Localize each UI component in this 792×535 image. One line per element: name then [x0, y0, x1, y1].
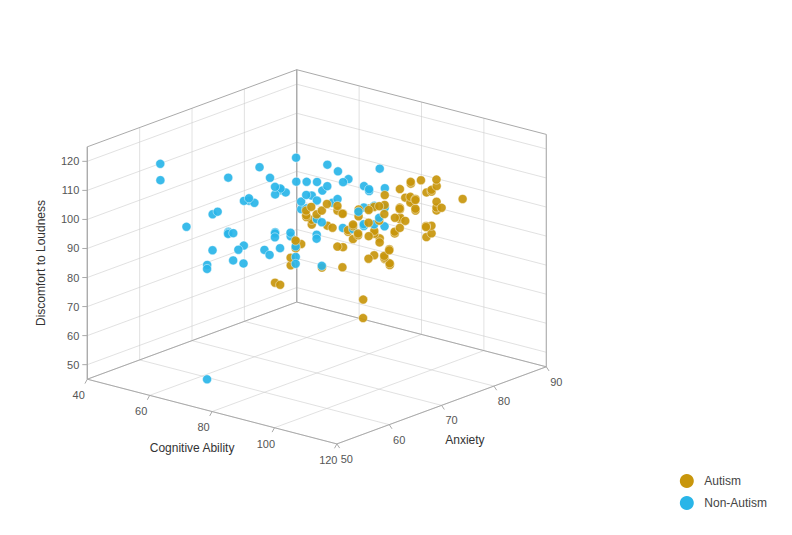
svg-text:60: 60: [67, 330, 79, 342]
svg-text:80: 80: [498, 395, 510, 407]
svg-text:120: 120: [319, 454, 337, 466]
svg-text:70: 70: [67, 301, 79, 313]
svg-text:Cognitive Ability: Cognitive Ability: [150, 441, 235, 455]
svg-text:60: 60: [135, 405, 147, 417]
svg-text:100: 100: [257, 438, 275, 450]
svg-text:40: 40: [73, 389, 85, 401]
svg-text:120: 120: [61, 155, 79, 167]
svg-text:Anxiety: Anxiety: [445, 433, 484, 447]
svg-text:Non-Autism: Non-Autism: [704, 496, 767, 510]
svg-text:90: 90: [550, 376, 562, 388]
svg-text:70: 70: [445, 414, 457, 426]
svg-text:60: 60: [393, 434, 405, 446]
svg-text:50: 50: [67, 359, 79, 371]
svg-text:90: 90: [67, 242, 79, 254]
svg-text:Discomfort to Loudness: Discomfort to Loudness: [34, 200, 48, 326]
svg-text:80: 80: [197, 421, 209, 433]
svg-text:110: 110: [62, 184, 80, 196]
svg-text:80: 80: [67, 272, 79, 284]
svg-text:Autism: Autism: [704, 474, 741, 488]
svg-text:100: 100: [61, 213, 79, 225]
svg-text:50: 50: [341, 453, 353, 465]
